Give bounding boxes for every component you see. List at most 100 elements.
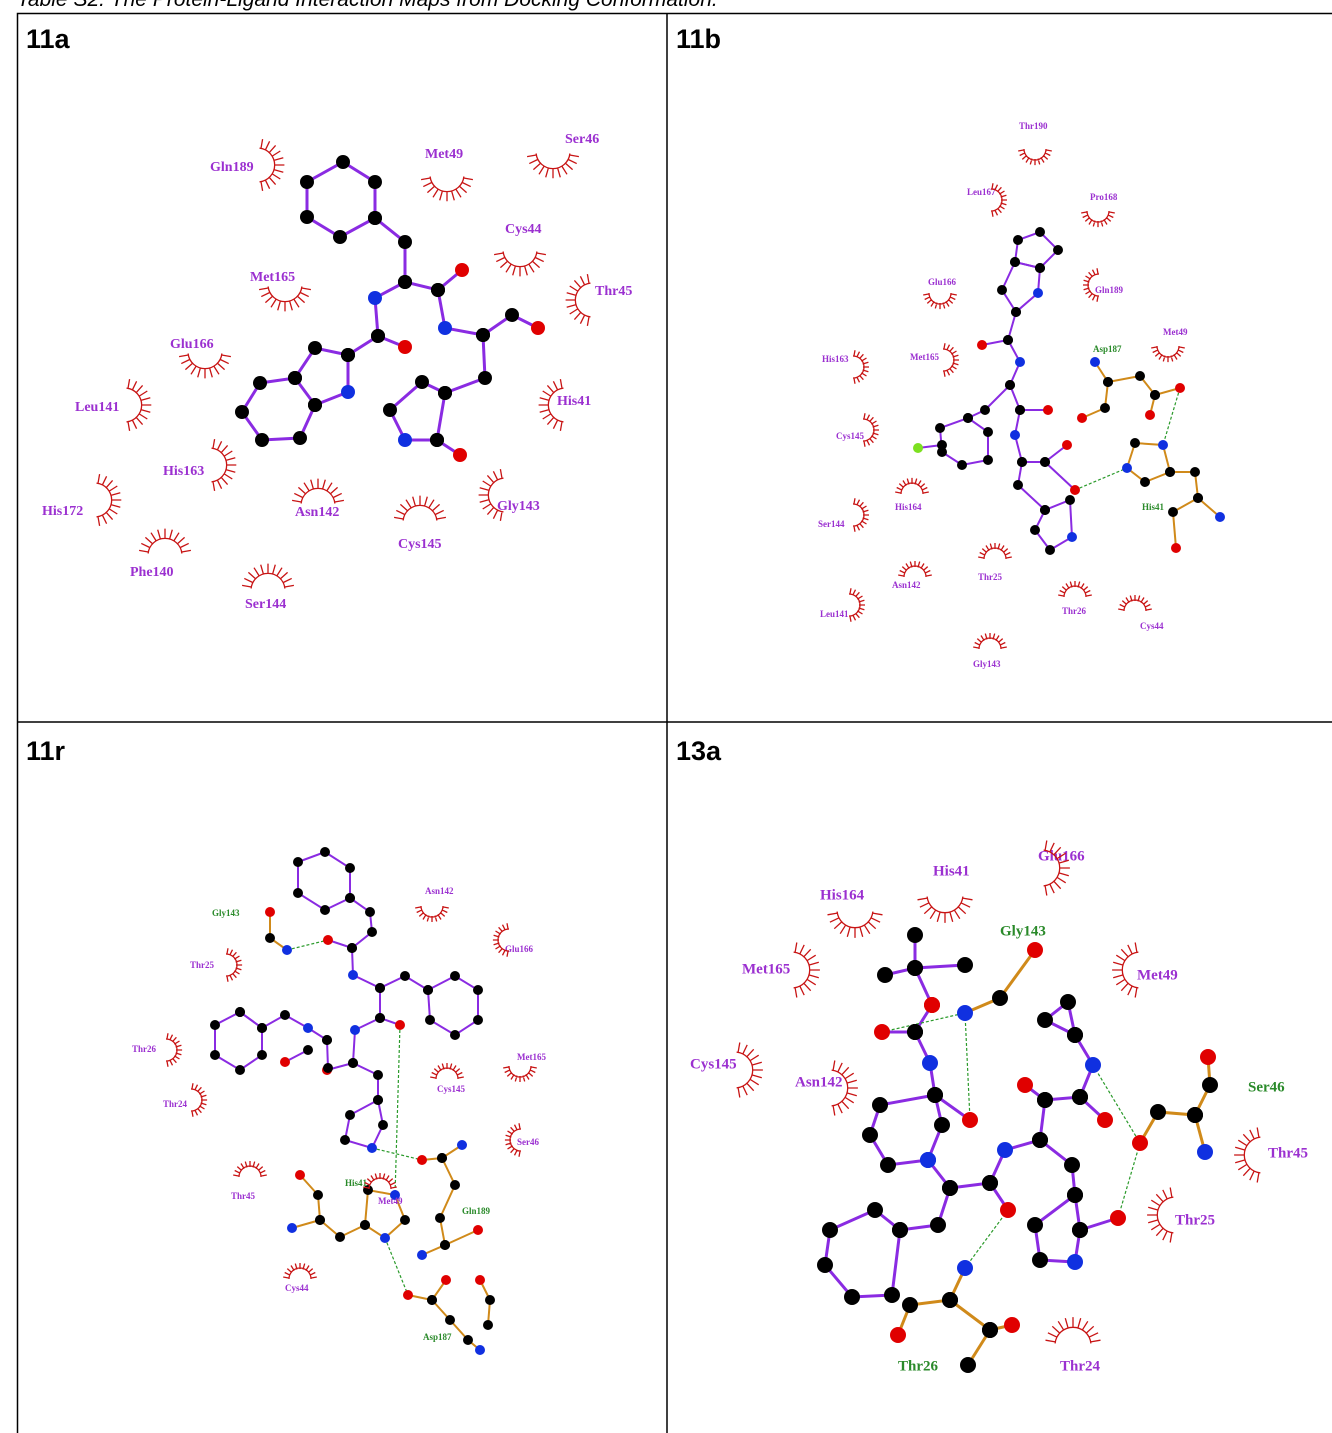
hydrophobic-contact (794, 943, 820, 998)
atom (303, 1023, 313, 1033)
hydrophobic-contact (1018, 149, 1052, 165)
bond (1035, 500, 1072, 550)
bond (307, 162, 375, 237)
residue-label: His41 (933, 863, 970, 879)
atom (942, 1180, 958, 1196)
atom (505, 308, 519, 322)
panel-label: 11r (26, 736, 66, 766)
hydrophobic-contact (139, 529, 191, 554)
atom (1110, 1210, 1126, 1226)
atom (1122, 463, 1132, 473)
residue-label: Cys145 (398, 537, 442, 552)
atom (315, 1215, 325, 1225)
residue-label: His164 (820, 887, 865, 903)
atom (1175, 383, 1185, 393)
atom (862, 1127, 878, 1143)
atom (1067, 1187, 1083, 1203)
atom (924, 997, 940, 1013)
atom (400, 971, 410, 981)
atom (265, 933, 275, 943)
residue-label: Asn142 (425, 886, 454, 896)
bond (915, 1032, 970, 1120)
atom (1027, 942, 1043, 958)
atom (1065, 495, 1075, 505)
atom (1067, 532, 1077, 542)
atom (341, 385, 355, 399)
residue-label: Asn142 (892, 580, 921, 590)
bond (422, 1158, 455, 1255)
atom (1158, 440, 1168, 450)
hydrophobic-contact (849, 588, 865, 622)
bond (1015, 410, 1067, 462)
atom (913, 443, 923, 453)
atom (423, 985, 433, 995)
atom (1145, 410, 1155, 420)
atom (235, 1065, 245, 1075)
atom (1100, 403, 1110, 413)
atom (430, 433, 444, 447)
residue-label: Gln189 (210, 160, 254, 175)
hydrophobic-contact (566, 274, 591, 326)
hydrophobic-contact (179, 354, 231, 379)
atom (473, 985, 483, 995)
residue-label: Ser46 (565, 132, 599, 147)
residue-label: Met165 (910, 352, 939, 362)
panel-label: 11b (676, 24, 721, 54)
bond (1008, 340, 1048, 410)
atom (483, 1320, 493, 1330)
atom (282, 945, 292, 955)
atom (322, 1035, 332, 1045)
atom (350, 1025, 360, 1035)
hydrophobic-contact (1046, 1317, 1101, 1343)
bond (375, 218, 462, 290)
residue-label: Asp187 (423, 1332, 452, 1342)
atom (323, 935, 333, 945)
residue-label: Cys44 (285, 1283, 309, 1293)
residue-label: His172 (42, 504, 83, 519)
atom (1027, 1217, 1043, 1233)
atom (440, 1240, 450, 1250)
atom (957, 460, 967, 470)
bond (390, 382, 445, 440)
atom (992, 990, 1008, 1006)
hydrophobic-contact (226, 948, 242, 982)
hydrophobic-contact (127, 379, 152, 431)
hydrophobic-contact (259, 287, 311, 312)
atom (450, 1180, 460, 1190)
atom (982, 1175, 998, 1191)
hydrophobic-contact (1112, 943, 1138, 998)
atom (348, 970, 358, 980)
atom (1202, 1077, 1218, 1093)
atom (345, 1110, 355, 1120)
atom (1010, 257, 1020, 267)
atom (1037, 1092, 1053, 1108)
atom (907, 960, 923, 976)
atom (982, 1322, 998, 1338)
atom (253, 376, 267, 390)
hydrophobic-contact (1118, 595, 1152, 611)
atom (934, 1117, 950, 1133)
atom (1033, 288, 1043, 298)
residue-label: Met165 (250, 270, 295, 285)
hydrogen-bond (965, 1210, 1008, 1268)
atom (450, 971, 460, 981)
bond (940, 418, 988, 465)
bond (1002, 262, 1040, 312)
atom (403, 1290, 413, 1300)
atom (340, 1135, 350, 1145)
hydrophobic-contact (737, 1043, 763, 1098)
atom (425, 1015, 435, 1025)
residue-label: Cys145 (437, 1084, 466, 1094)
atom (300, 175, 314, 189)
atom (1032, 1132, 1048, 1148)
hydrophobic-contact (430, 1063, 464, 1079)
hydrophobic-contact (503, 1066, 537, 1082)
atom (1190, 467, 1200, 477)
atom (957, 1005, 973, 1021)
hydrophobic-contact (918, 897, 973, 923)
atom (927, 1087, 943, 1103)
atom (257, 1050, 267, 1060)
atom (1168, 507, 1178, 517)
hydrophobic-contact (242, 564, 294, 589)
atom (877, 967, 893, 983)
